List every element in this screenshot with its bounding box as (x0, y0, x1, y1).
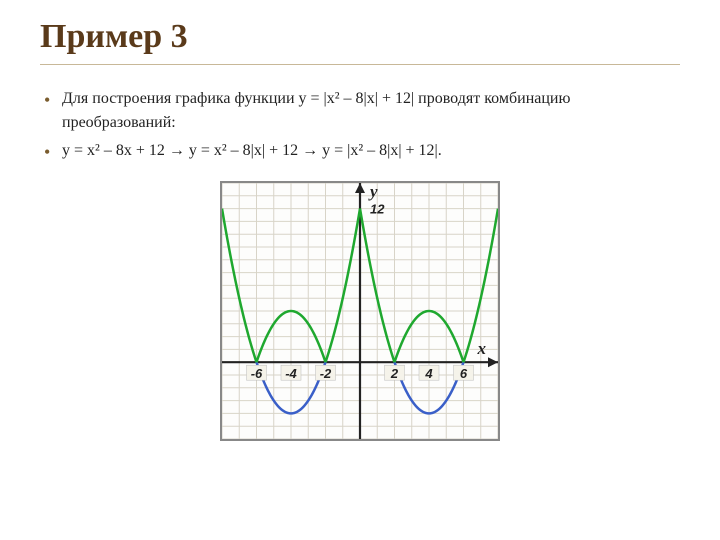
bullet-item: Для построения графика функции y = |x² –… (40, 87, 680, 135)
bullet-item: y = x² – 8x + 12 → y = x² – 8|x| + 12 → … (40, 139, 680, 163)
page-title: Пример 3 (40, 18, 680, 65)
bullet-list: Для построения графика функции y = |x² –… (40, 87, 680, 163)
svg-text:y: y (368, 183, 378, 201)
svg-text:12: 12 (370, 202, 385, 217)
svg-text:-6: -6 (251, 366, 263, 381)
svg-text:4: 4 (424, 366, 433, 381)
svg-text:6: 6 (460, 366, 468, 381)
svg-text:x: x (477, 339, 487, 358)
svg-text:2: 2 (390, 366, 399, 381)
function-graph: -6 -4 -2 2 4 6 12 x y (220, 181, 500, 441)
svg-text:-2: -2 (320, 366, 332, 381)
svg-text:-4: -4 (285, 366, 297, 381)
